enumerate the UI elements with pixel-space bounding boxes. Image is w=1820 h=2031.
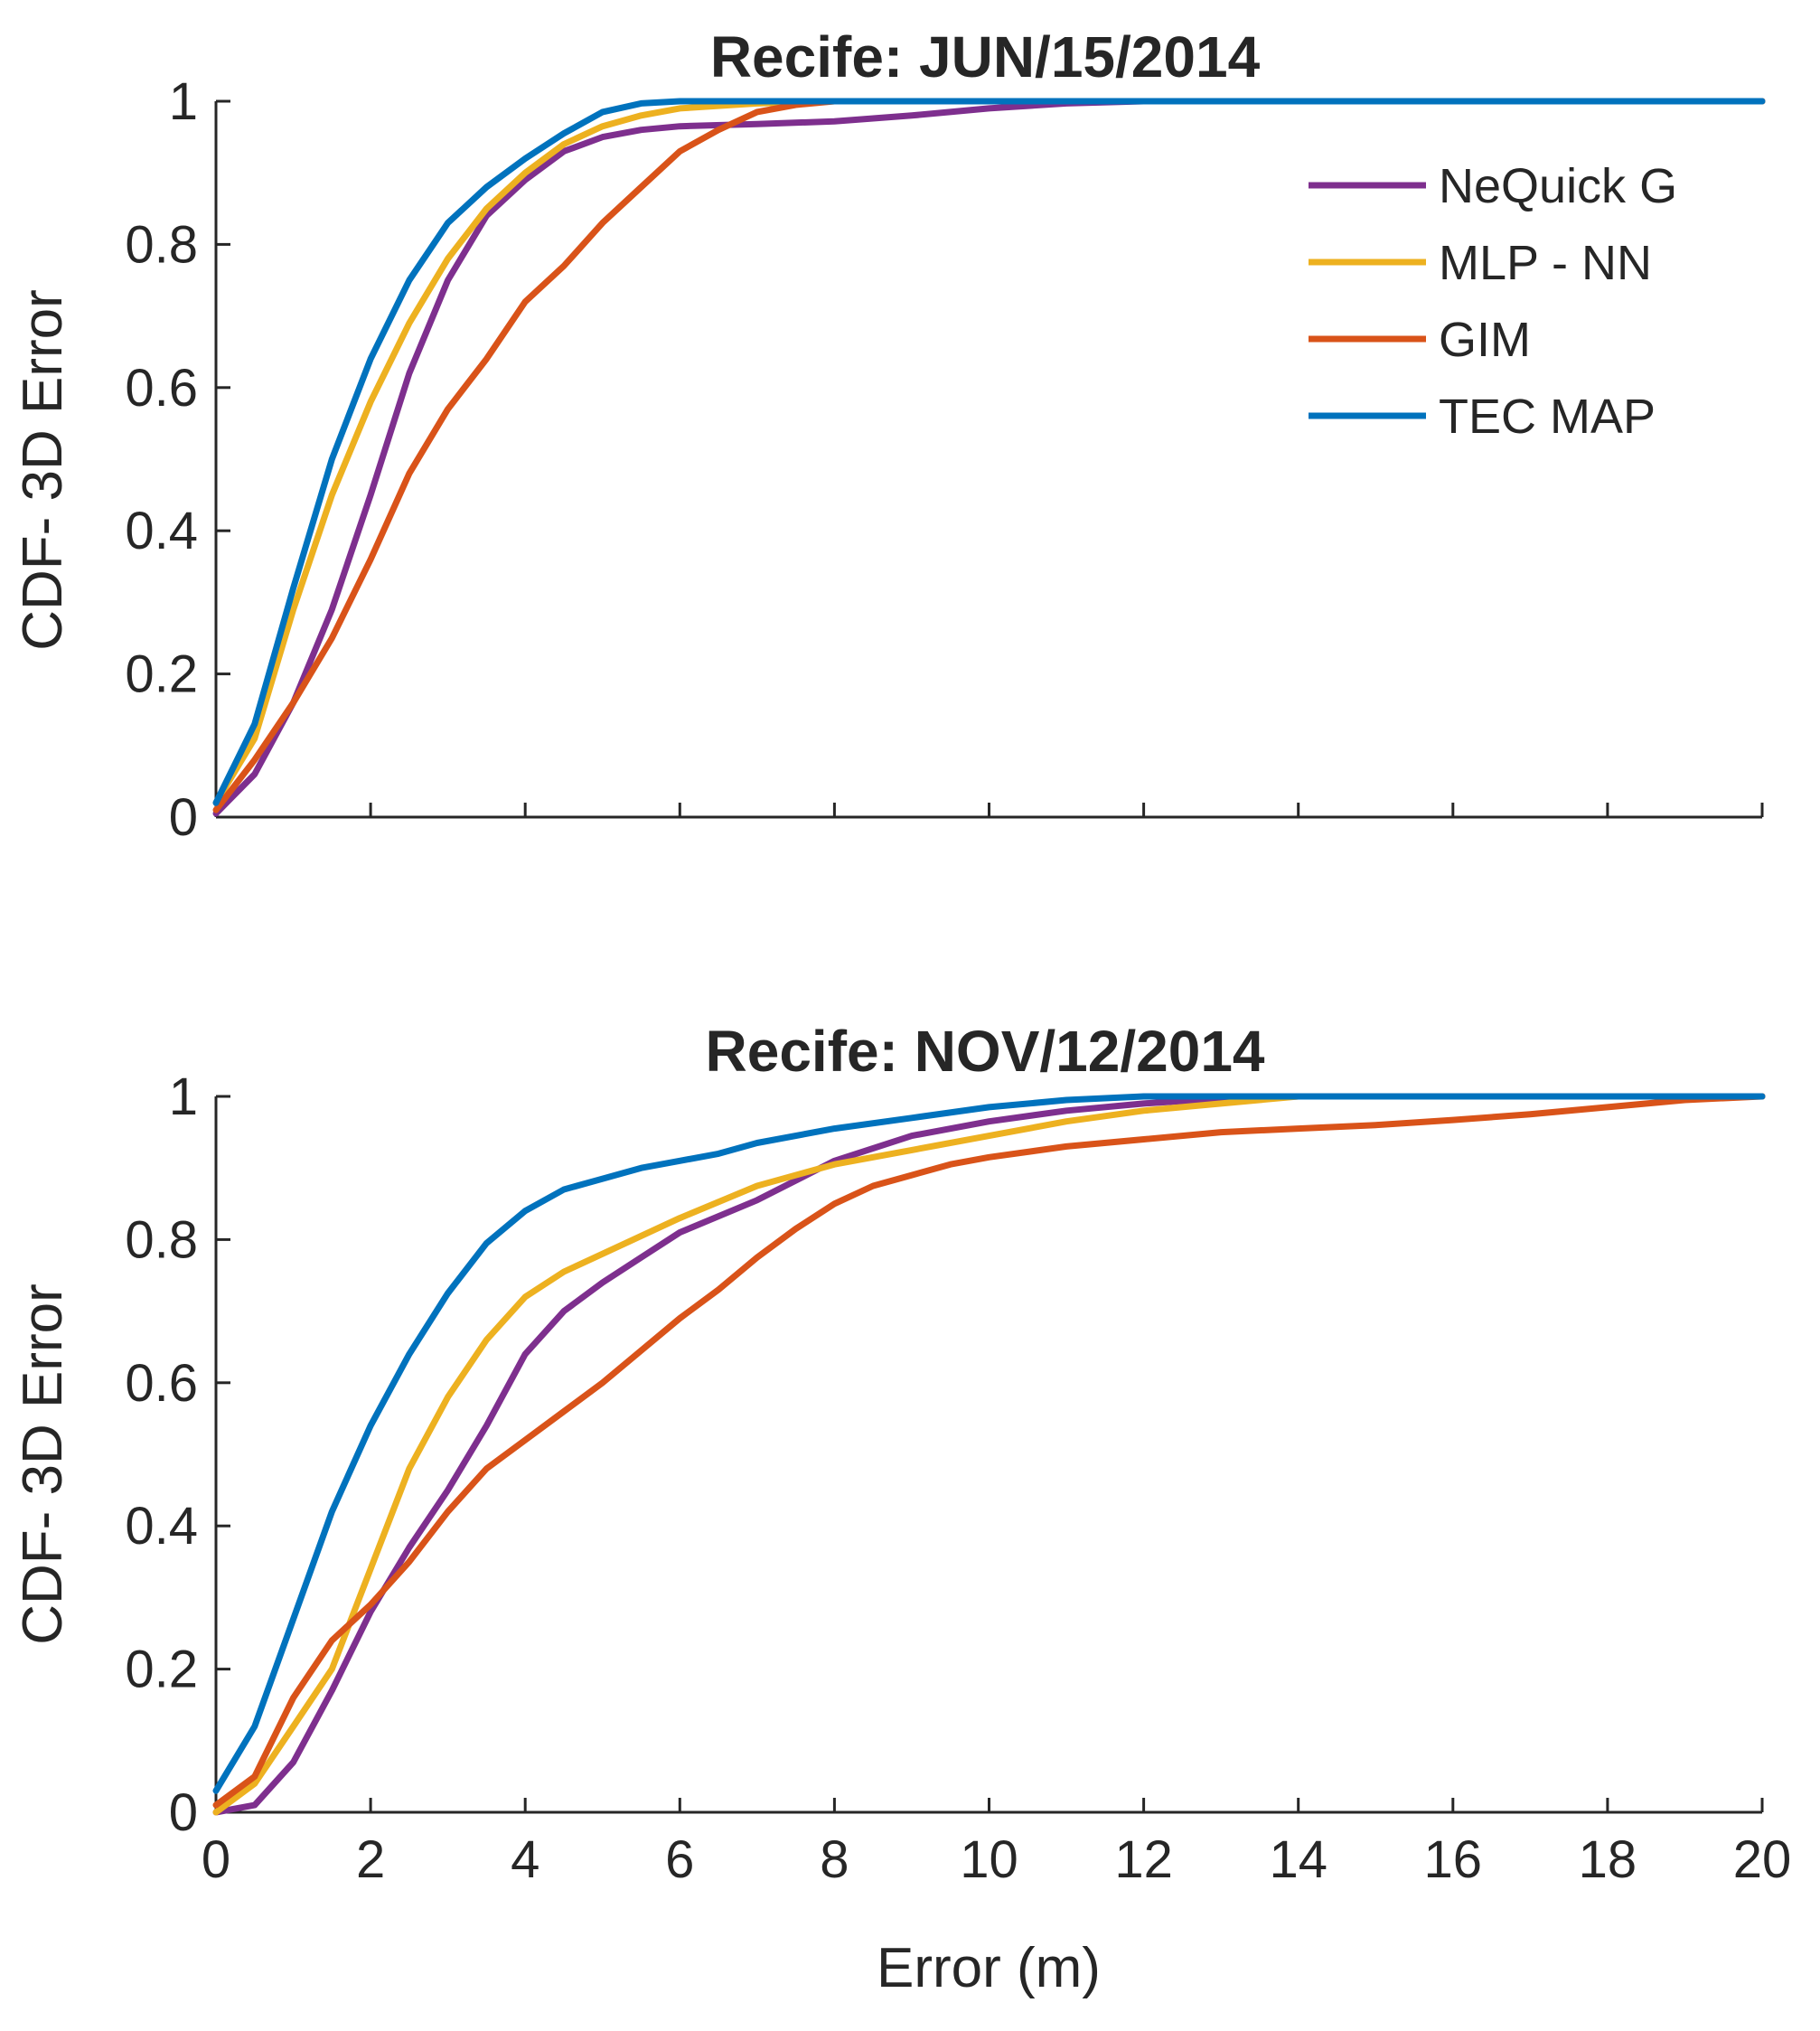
series-line-mlp-nn — [212, 1093, 1766, 1816]
series-group — [212, 1093, 1766, 1816]
y-tick-label: 1 — [169, 1067, 198, 1126]
y-axis-label: CDF- 3D Error — [12, 1283, 74, 1645]
series-line-nequick-g — [212, 98, 1766, 817]
y-tick-label: 0.8 — [125, 1210, 198, 1269]
series-line-tec-map — [212, 98, 1766, 806]
y-tick-label: 0 — [169, 788, 198, 847]
x-tick-label: 12 — [1114, 1830, 1173, 1889]
legend-label: NeQuick G — [1439, 159, 1677, 213]
y-tick-label: 0 — [169, 1783, 198, 1842]
series-line-nequick-g — [212, 1093, 1766, 1816]
x-tick-label: 2 — [356, 1830, 385, 1889]
y-tick-label: 0.2 — [125, 1641, 198, 1699]
x-tick-label: 18 — [1579, 1830, 1637, 1889]
series-line-tec-map — [212, 1093, 1766, 1794]
x-tick-label: 0 — [202, 1830, 230, 1889]
y-axis-label: CDF- 3D Error — [12, 289, 74, 651]
series-group — [212, 98, 1766, 817]
y-tick-label: 0.4 — [125, 1497, 198, 1556]
legend: NeQuick G MLP - NN GIM TEC MAP — [1309, 159, 1677, 444]
chart-title: Recife: NOV/12/2014 — [706, 1019, 1265, 1084]
y-tick-label: 1 — [169, 72, 198, 131]
x-tick-label: 14 — [1269, 1830, 1327, 1889]
series-line-gim — [212, 1093, 1766, 1809]
x-tick-label: 6 — [665, 1830, 694, 1889]
legend-label: MLP - NN — [1439, 236, 1652, 290]
y-tick-label: 0.6 — [125, 1354, 198, 1413]
x-axis-label: Error (m) — [877, 1937, 1101, 1999]
tick-group: 0 0.2 0.4 0.6 0.8 1 — [125, 72, 1764, 847]
x-tick-label: 10 — [960, 1830, 1018, 1889]
series-line-gim — [212, 98, 1766, 813]
tick-group: 00.20.40.60.810 2 4 6 8 10 12 14 16 18 20 — [125, 1067, 1791, 1889]
y-tick-label: 0.4 — [125, 502, 198, 560]
y-tick-label: 0.8 — [125, 215, 198, 274]
x-tick-label: 8 — [820, 1830, 849, 1889]
series-line-mlp-nn — [212, 98, 1766, 806]
x-tick-label: 20 — [1733, 1830, 1792, 1889]
chart-jun-15-2014: Recife: JUN/15/2014 CDF- 3D Error 0 0.2 0.… — [12, 24, 1766, 847]
x-tick-label: 4 — [511, 1830, 539, 1889]
y-tick-label: 0.6 — [125, 359, 198, 418]
legend-label: TEC MAP — [1439, 390, 1656, 444]
y-tick-label: 0.2 — [125, 645, 198, 704]
x-tick-label: 16 — [1424, 1830, 1483, 1889]
chart-title: Recife: JUN/15/2014 — [710, 24, 1261, 89]
chart-nov-12-2014: Recife: NOV/12/2014 CDF- 3D Error Error … — [12, 1019, 1791, 1999]
legend-label: GIM — [1439, 313, 1531, 367]
